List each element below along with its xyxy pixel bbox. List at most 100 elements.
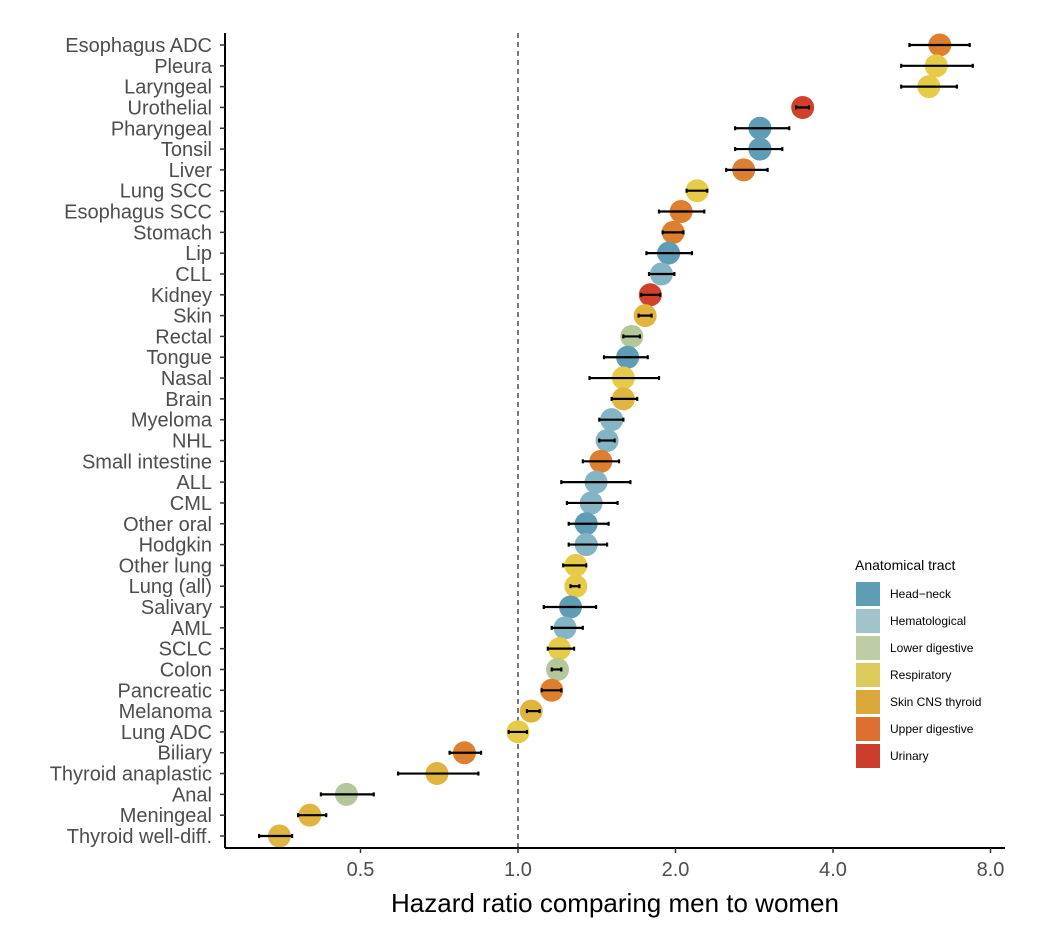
y-tick-label: Meningeal (120, 805, 212, 827)
errorbar-cll (647, 271, 676, 276)
y-tick-label: Small intestine (82, 451, 212, 473)
y-tick-label: Esophagus ADC (65, 35, 212, 57)
errorbar-pharyngeal (734, 126, 791, 131)
y-tick-label: Lung ADC (121, 722, 212, 744)
errorbar-other-lung (562, 563, 588, 568)
x-tick-label: 2.0 (662, 859, 690, 881)
legend-item-upper-digestive: Upper digestive (856, 717, 974, 741)
y-tick-label: Esophagus SCC (64, 202, 212, 224)
errorbar-all (560, 480, 632, 485)
y-tick-label: NHL (172, 431, 212, 453)
errorbar-esophagus-adc (908, 43, 971, 47)
errorbar-myeloma (598, 417, 625, 422)
legend-label: Hematological (890, 614, 966, 628)
errorbar-aml (550, 625, 584, 630)
y-tick-label: Lung SCC (120, 181, 212, 203)
legend-swatch (856, 609, 880, 633)
y-tick-label: Salivary (141, 597, 212, 619)
legend-item-hematological: Hematological (856, 609, 966, 633)
y-tick-label: Skin (173, 306, 212, 328)
y-tick-label: Stomach (133, 222, 212, 244)
legend-label: Head−neck (890, 587, 952, 601)
errorbar-nhl (598, 438, 616, 443)
errorbar-anal (319, 792, 375, 797)
errorbar-lung-scc (685, 188, 709, 193)
legend-swatch (856, 690, 880, 714)
legend-item-skin-cns-thyroid: Skin CNS thyroid (856, 690, 981, 714)
legend-label: Respiratory (890, 668, 951, 682)
errorbar-meningeal (297, 813, 328, 818)
y-tick-label: Rectal (155, 326, 212, 348)
y-tick-label: AML (171, 618, 212, 640)
y-tick-label: Urothelial (128, 97, 212, 119)
y-tick-label: Tonsil (161, 139, 212, 161)
legend-label: Skin CNS thyroid (890, 695, 981, 709)
errorbar-small-intestine (581, 459, 621, 464)
errorbar-liver (725, 167, 769, 172)
errorbar-cml (565, 500, 619, 505)
y-tick-label: Nasal (161, 368, 212, 390)
y-tick-label: Brain (165, 389, 212, 411)
y-tick-label: Tongue (146, 347, 212, 369)
errorbar-brain (610, 396, 639, 401)
errorbar-lung-all (569, 584, 581, 589)
errorbar-biliary (448, 750, 483, 755)
y-tick-label: Kidney (151, 285, 212, 307)
y-tick-label: Laryngeal (124, 77, 212, 99)
errorbar-stomach (661, 230, 685, 235)
legend-label: Urinary (890, 749, 929, 763)
y-tick-label: Thyroid well-diff. (67, 826, 212, 848)
x-tick-label: 4.0 (819, 859, 847, 881)
legend-label: Lower digestive (890, 641, 974, 655)
errorbar-other-oral (567, 521, 610, 526)
x-tick-label: 8.0 (977, 859, 1005, 881)
y-tick-label: Pleura (154, 56, 213, 78)
errorbar-thyroid-well-diff (257, 834, 294, 838)
errorbar-kidney (640, 292, 662, 297)
x-axis-title: Hazard ratio comparing men to women (391, 888, 839, 918)
errorbar-melanoma (525, 709, 541, 714)
y-tick-label: Pharyngeal (111, 118, 212, 140)
y-tick-label: Other lung (119, 555, 212, 577)
legend-title: Anatomical tract (855, 557, 955, 573)
errorbar-esophagus-scc (657, 209, 706, 214)
errorbar-pleura (900, 63, 974, 68)
errorbar-thyroid-anaplastic (397, 771, 480, 776)
legend-swatch (856, 717, 880, 741)
y-tick-label: Melanoma (119, 701, 213, 723)
errorbar-skin (637, 313, 653, 318)
errorbar-nasal (588, 376, 661, 381)
errorbar-hodgkin (567, 542, 609, 547)
y-tick-label: Other oral (123, 514, 212, 536)
errorbar-pancreatic (540, 688, 563, 693)
y-tick-label: Colon (160, 659, 212, 681)
errorbar-lip (645, 251, 694, 256)
legend-label: Upper digestive (890, 722, 974, 736)
errorbar-lung-adc (507, 729, 529, 734)
y-tick-label: Pancreatic (118, 680, 213, 702)
legend-item-respiratory: Respiratory (856, 663, 951, 687)
legend: Anatomical tract Head−neck Hematological Lo… (855, 557, 981, 768)
legend-item-head-neck: Head−neck (856, 582, 952, 606)
legend-swatch (856, 744, 880, 768)
errorbar-tonsil (734, 147, 784, 152)
legend-item-urinary: Urinary (856, 744, 929, 768)
legend-item-lower-digestive: Lower digestive (856, 636, 974, 660)
y-tick-label: Thyroid anaplastic (50, 764, 212, 786)
y-tick-label: Lip (185, 243, 212, 265)
errorbar-laryngeal (900, 84, 958, 89)
y-tick-label: Anal (172, 784, 212, 806)
y-tick-label: SCLC (159, 639, 212, 661)
y-tick-label: Liver (169, 160, 213, 182)
x-tick-label: 1.0 (504, 859, 532, 881)
errorbar-colon (550, 667, 563, 672)
errorbar-rectal (622, 334, 642, 339)
y-tick-label: Biliary (158, 743, 212, 765)
legend-swatch (856, 582, 880, 606)
y-tick-label: ALL (176, 472, 212, 494)
y-tick-label: Myeloma (131, 410, 213, 432)
errorbar-urothelial (794, 105, 811, 110)
legend-swatch (856, 636, 880, 660)
x-tick-label: 0.5 (347, 859, 375, 881)
